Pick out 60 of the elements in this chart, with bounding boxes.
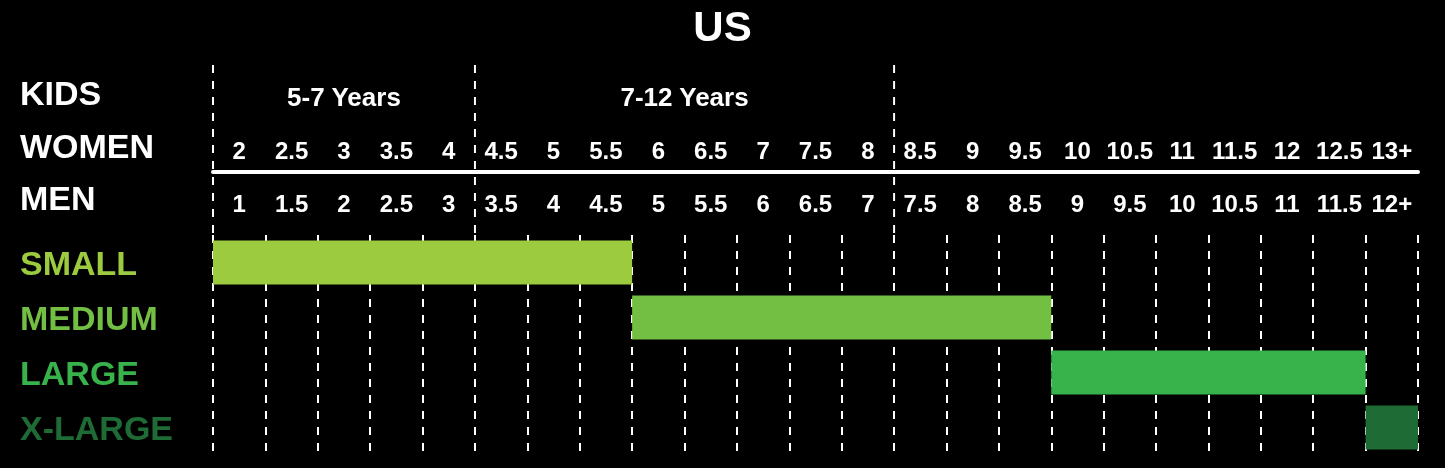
x-tick-label: 6.5	[694, 136, 728, 164]
bar	[213, 240, 633, 285]
x2-tick-label: 1.5	[274, 189, 309, 217]
x-tick-label: 11.5	[1211, 136, 1258, 164]
x2-tick-label: 10	[1168, 189, 1196, 217]
x2-tick-label: 11	[1274, 189, 1300, 217]
x-axis-title: WOMEN	[20, 127, 155, 165]
bar	[632, 295, 1052, 340]
x2-tick-label: 5.5	[694, 189, 728, 217]
x-tick-label: 12.5	[1316, 136, 1363, 164]
x2-tick-label: 6.5	[798, 189, 833, 217]
x-tick-label: 8	[861, 136, 875, 164]
x2-tick-label: 7.5	[903, 189, 937, 217]
y-tick-label: MEDIUM	[20, 298, 158, 337]
x-tick-label: 10.5	[1106, 136, 1154, 164]
x-tick-label: 9	[965, 136, 980, 164]
x2-tick-label: 1	[232, 189, 246, 217]
x-tick-label: 5	[546, 136, 561, 164]
y-tick-label: LARGE	[20, 353, 139, 392]
x2-tick-label: 5	[651, 189, 666, 217]
x-tick-label: 10	[1064, 136, 1091, 164]
x-tick-label: 2.5	[274, 136, 309, 164]
text: KIDS	[20, 74, 102, 112]
x-tick-label: 7.5	[798, 136, 833, 164]
x2-tick-label: 3.5	[484, 189, 518, 217]
x2-tick-label: 4	[546, 189, 561, 217]
x2-tick-label: 8.5	[1008, 189, 1042, 217]
x-tick-label: 13+	[1371, 136, 1413, 164]
x2-axis-title: MEN	[20, 179, 96, 217]
x-tick-label: 8.5	[903, 136, 937, 164]
x-tick-label: 3	[337, 136, 351, 164]
x-tick-label: 5.5	[589, 136, 623, 164]
y-tick-label: X-LARGE	[20, 408, 173, 447]
bar	[1051, 350, 1366, 395]
x-tick-label: 3.5	[379, 136, 414, 164]
x2-tick-label: 9.5	[1113, 189, 1147, 217]
x2-tick-label: 12+	[1371, 189, 1413, 217]
text: 7-12 Years	[620, 82, 749, 112]
x2-tick-label: 2	[337, 189, 351, 217]
chart-title: US	[693, 2, 752, 50]
x2-tick-label: 10.5	[1211, 189, 1258, 217]
x-tick-label: 2	[232, 136, 246, 164]
x2-tick-label: 9	[1070, 189, 1085, 217]
x2-tick-label: 2.5	[379, 189, 414, 217]
x2-tick-label: 8	[965, 189, 980, 217]
x2-tick-label: 3	[442, 189, 456, 217]
y-tick-label: SMALL	[20, 243, 138, 282]
text: 5-7 Years	[287, 82, 401, 112]
x-tick-label: 4.5	[484, 136, 518, 164]
x2-tick-label: 4.5	[589, 189, 623, 217]
bar	[1365, 405, 1418, 450]
x2-tick-label: 11.5	[1316, 189, 1363, 217]
x2-tick-label: 7	[861, 189, 875, 217]
x-tick-label: 11	[1169, 136, 1195, 164]
x-tick-label: 7	[756, 136, 770, 164]
x-tick-label: 6	[651, 136, 666, 164]
x-tick-label: 4	[442, 136, 457, 164]
x2-tick-label: 6	[756, 189, 770, 217]
x-tick-label: 9.5	[1008, 136, 1042, 164]
x-tick-label: 12	[1273, 136, 1301, 164]
